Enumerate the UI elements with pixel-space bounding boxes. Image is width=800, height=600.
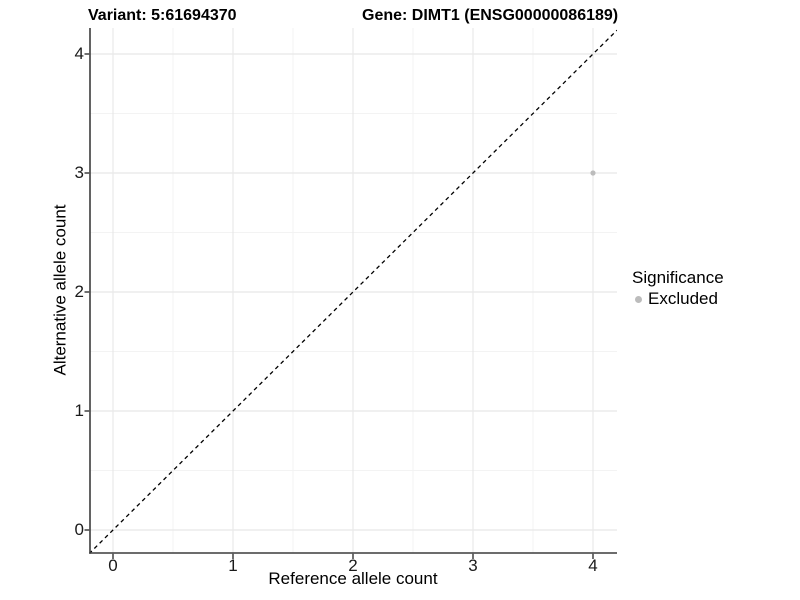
- variant-title: Variant: 5:61694370: [88, 7, 237, 24]
- legend: Significance Excluded: [631, 268, 724, 308]
- legend-item-label: Excluded: [648, 289, 718, 308]
- x-axis-title: Reference allele count: [268, 569, 438, 588]
- data-point: [590, 170, 596, 176]
- legend-item-excluded: Excluded: [635, 290, 724, 308]
- grid-lines: [90, 28, 617, 553]
- legend-title: Significance: [632, 268, 724, 287]
- excluded-point-icon: [635, 295, 642, 303]
- identity-line: [90, 29, 617, 553]
- gene-title: Gene: DIMT1 (ENSG00000086189): [362, 7, 619, 24]
- axis-lines: [84, 28, 617, 559]
- y-axis-title: Alternative allele count: [50, 204, 70, 376]
